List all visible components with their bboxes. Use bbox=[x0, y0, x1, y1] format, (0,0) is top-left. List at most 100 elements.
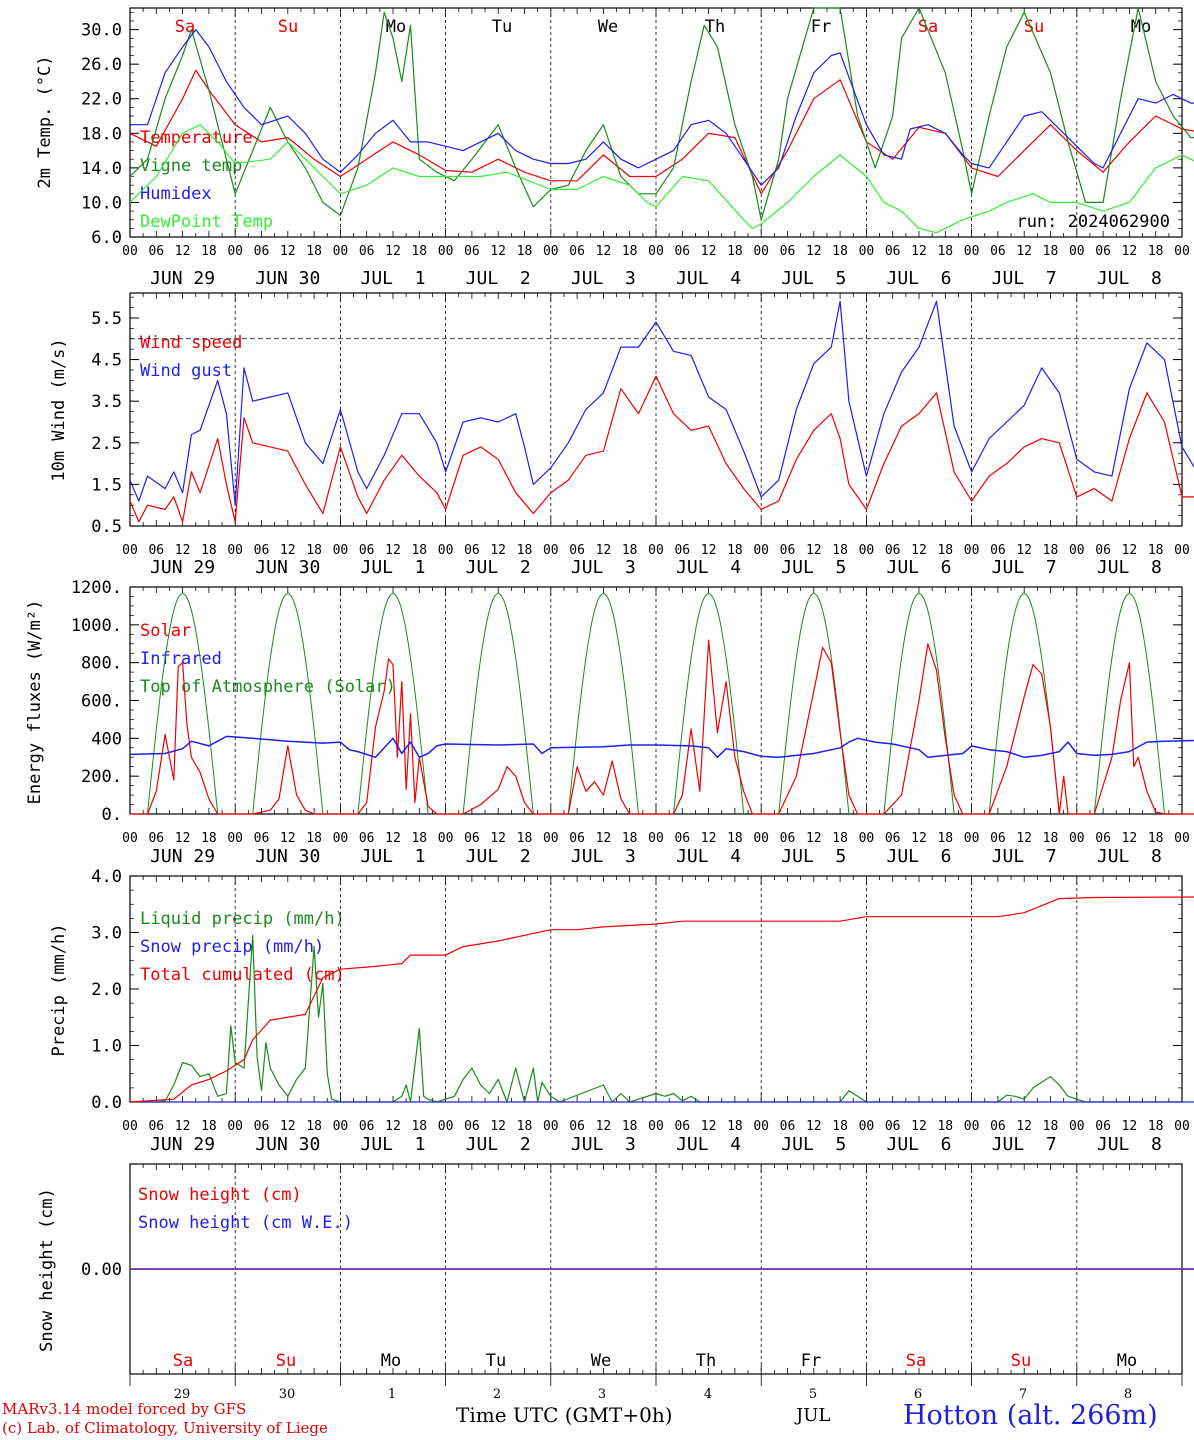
hour-label: 18 bbox=[306, 244, 322, 259]
legend-snow-height: Snow height (cm) bbox=[138, 1185, 302, 1205]
hour-label: 12 bbox=[175, 543, 191, 558]
weekday-label: Su bbox=[276, 1351, 296, 1371]
hour-label: 06 bbox=[1095, 543, 1111, 558]
hour-label: 18 bbox=[411, 244, 427, 259]
hour-label: 06 bbox=[464, 831, 480, 846]
hour-label: 18 bbox=[1043, 831, 1059, 846]
hour-label: 12 bbox=[806, 831, 822, 846]
hour-label: 12 bbox=[701, 1119, 717, 1134]
y-tick-label: 3.5 bbox=[91, 392, 122, 412]
hour-label: 00 bbox=[438, 543, 454, 558]
y-tick-label: 14.0 bbox=[81, 159, 122, 179]
hour-label: 00 bbox=[122, 543, 138, 558]
weekday-label: We bbox=[598, 17, 618, 37]
hour-label: 12 bbox=[911, 831, 927, 846]
weekday-label: Su bbox=[278, 17, 298, 37]
y-tick-label: 30.0 bbox=[81, 21, 122, 41]
hour-label: 06 bbox=[569, 244, 585, 259]
series-line bbox=[129, 735, 1194, 759]
hour-label: 12 bbox=[596, 543, 612, 558]
legend-infrared: Infrared bbox=[140, 649, 222, 669]
run-annotation: run: 2024062900 bbox=[1016, 212, 1170, 232]
hour-label: 00 bbox=[333, 1119, 349, 1134]
hour-label: 00 bbox=[859, 543, 875, 558]
weekday-labels-bottom: Sa Su Mo Tu We Th Fr Sa Su Mo bbox=[173, 1351, 1137, 1371]
hour-label: 00 bbox=[753, 543, 769, 558]
hour-label: 18 bbox=[201, 244, 217, 259]
hour-label: 12 bbox=[1122, 1119, 1138, 1134]
legend-dewpoint-temp: DewPoint Temp bbox=[140, 212, 273, 232]
date-label: JUL 5 bbox=[781, 1134, 846, 1155]
energy-panel: Energy fluxes (W/m²) Solar Infrared Top … bbox=[25, 586, 1183, 815]
hour-label: 00 bbox=[438, 244, 454, 259]
hour-label: 18 bbox=[1148, 1119, 1164, 1134]
hour-label: 12 bbox=[175, 1119, 191, 1134]
weekday-label: Fr bbox=[811, 17, 831, 37]
hour-label: 00 bbox=[122, 244, 138, 259]
day-number: 3 bbox=[598, 1387, 606, 1402]
wind-ylabel: 10m Wind (m/s) bbox=[49, 338, 69, 481]
hour-label: 18 bbox=[306, 543, 322, 558]
y-tick-label: 4.5 bbox=[91, 351, 122, 371]
legend-snow-height-we: Snow height (cm W.E.) bbox=[138, 1213, 353, 1233]
hour-label: 00 bbox=[964, 1119, 980, 1134]
date-label: JUL 1 bbox=[360, 846, 425, 867]
temperature-legend: Temperature Vigne temp Humidex DewPoint … bbox=[140, 128, 273, 232]
day-number: 5 bbox=[809, 1387, 817, 1402]
date-label: JUL 7 bbox=[992, 846, 1057, 867]
hour-label: 00 bbox=[753, 831, 769, 846]
date-label: JUN 30 bbox=[255, 268, 320, 289]
wind-panel: 10m Wind (m/s) Wind speed Wind gust bbox=[49, 292, 1183, 527]
hour-label: 00 bbox=[227, 831, 243, 846]
date-label: JUL 7 bbox=[992, 268, 1057, 289]
hour-label: 06 bbox=[254, 831, 270, 846]
hour-label: 18 bbox=[832, 831, 848, 846]
date-label: JUL 2 bbox=[466, 1134, 531, 1155]
date-label: JUL 8 bbox=[1097, 846, 1162, 867]
weekday-label: Tu bbox=[492, 17, 512, 37]
y-tick-label: 0.00 bbox=[81, 1260, 122, 1280]
weekday-label: Tu bbox=[486, 1351, 506, 1371]
date-label: JUL 6 bbox=[886, 557, 951, 578]
y-tick-label: 3.0 bbox=[91, 924, 122, 944]
precip-panel: Precip (mm/h) Liquid precip (mm/h) Snow … bbox=[49, 875, 1183, 1103]
hour-label: 12 bbox=[1122, 543, 1138, 558]
date-label: JUL 5 bbox=[781, 268, 846, 289]
y-tick-label: 1000. bbox=[71, 616, 122, 636]
hour-label: 12 bbox=[911, 1119, 927, 1134]
hour-label: 06 bbox=[674, 1119, 690, 1134]
model-credit: MARv3.14 model forced by GFS bbox=[2, 1400, 247, 1418]
hour-label: 12 bbox=[911, 543, 927, 558]
energy-legend: Solar Infrared Top of Atmosphere (Solar) bbox=[140, 621, 396, 697]
hour-label: 00 bbox=[1069, 1119, 1085, 1134]
y-tick-label: 10.0 bbox=[81, 193, 122, 213]
legend-total-cumulated: Total cumulated (cm) bbox=[140, 965, 345, 985]
legend-toa-solar: Top of Atmosphere (Solar) bbox=[140, 677, 396, 697]
hour-label: 18 bbox=[1043, 543, 1059, 558]
date-label: JUL 6 bbox=[886, 1134, 951, 1155]
date-label: JUL 1 bbox=[360, 557, 425, 578]
series-line bbox=[130, 29, 1194, 186]
legend-solar: Solar bbox=[140, 621, 191, 641]
date-label: JUL 8 bbox=[1097, 268, 1162, 289]
series-line bbox=[129, 124, 1194, 234]
hour-label: 12 bbox=[175, 244, 191, 259]
weekday-label: Sa bbox=[173, 1351, 193, 1371]
hour-label: 06 bbox=[359, 543, 375, 558]
hour-label: 06 bbox=[148, 543, 164, 558]
hour-label: 18 bbox=[306, 1119, 322, 1134]
legend-wind-speed: Wind speed bbox=[140, 333, 242, 353]
hour-label: 18 bbox=[727, 831, 743, 846]
day-number: 29 bbox=[174, 1387, 191, 1402]
hour-label: 12 bbox=[1016, 543, 1032, 558]
hour-label: 06 bbox=[780, 244, 796, 259]
hour-label: 12 bbox=[490, 543, 506, 558]
hour-label: 06 bbox=[464, 244, 480, 259]
hour-label: 18 bbox=[832, 543, 848, 558]
hour-label: 18 bbox=[1148, 543, 1164, 558]
hour-label: 00 bbox=[859, 244, 875, 259]
hour-label: 06 bbox=[464, 543, 480, 558]
hour-label: 00 bbox=[648, 831, 664, 846]
hour-label: 12 bbox=[596, 1119, 612, 1134]
